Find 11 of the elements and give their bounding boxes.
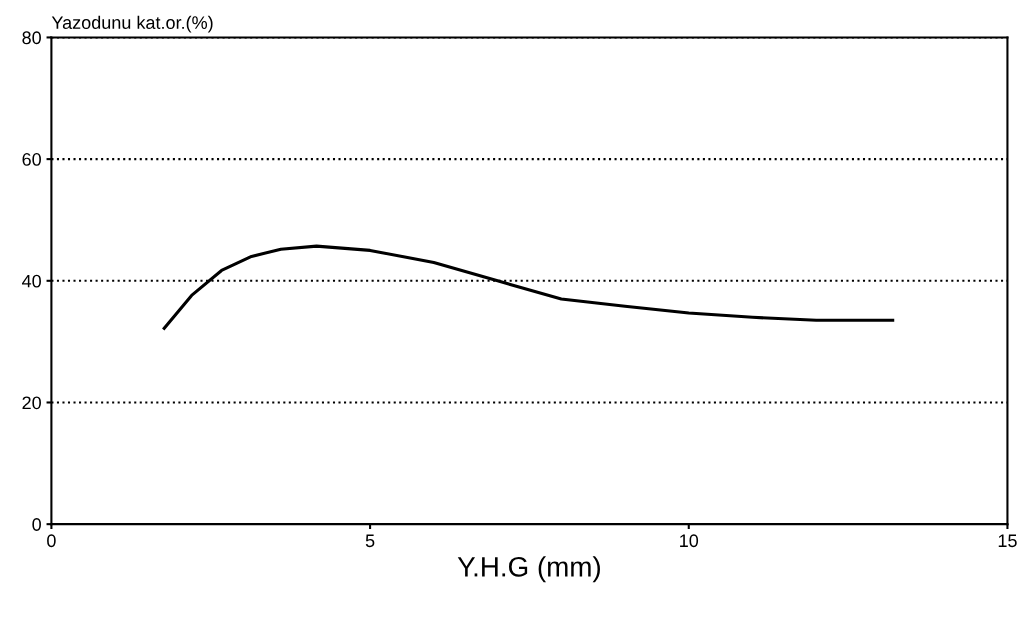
y-tick-label: 40 [22, 274, 41, 288]
y-tick-label: 20 [22, 396, 41, 410]
y-tick-label: 80 [22, 31, 41, 45]
y-tick-label: 60 [22, 153, 41, 166]
x-tick-label: 5 [365, 534, 375, 548]
x-tick-label: 10 [680, 534, 699, 548]
y-tick-label: 0 [32, 518, 41, 531]
x-tick-label: 15 [998, 534, 1017, 548]
y-axis-title: Yazodunu kat.or.(%) [51, 15, 213, 33]
x-tick-label: 0 [47, 534, 56, 548]
x-axis-title: Y.H.G (mm) [457, 556, 600, 583]
